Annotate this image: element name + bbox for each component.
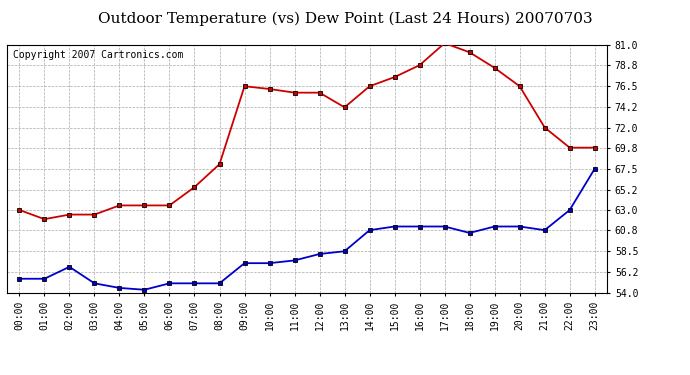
Text: Outdoor Temperature (vs) Dew Point (Last 24 Hours) 20070703: Outdoor Temperature (vs) Dew Point (Last… [98,11,592,26]
Text: Copyright 2007 Cartronics.com: Copyright 2007 Cartronics.com [13,50,184,60]
